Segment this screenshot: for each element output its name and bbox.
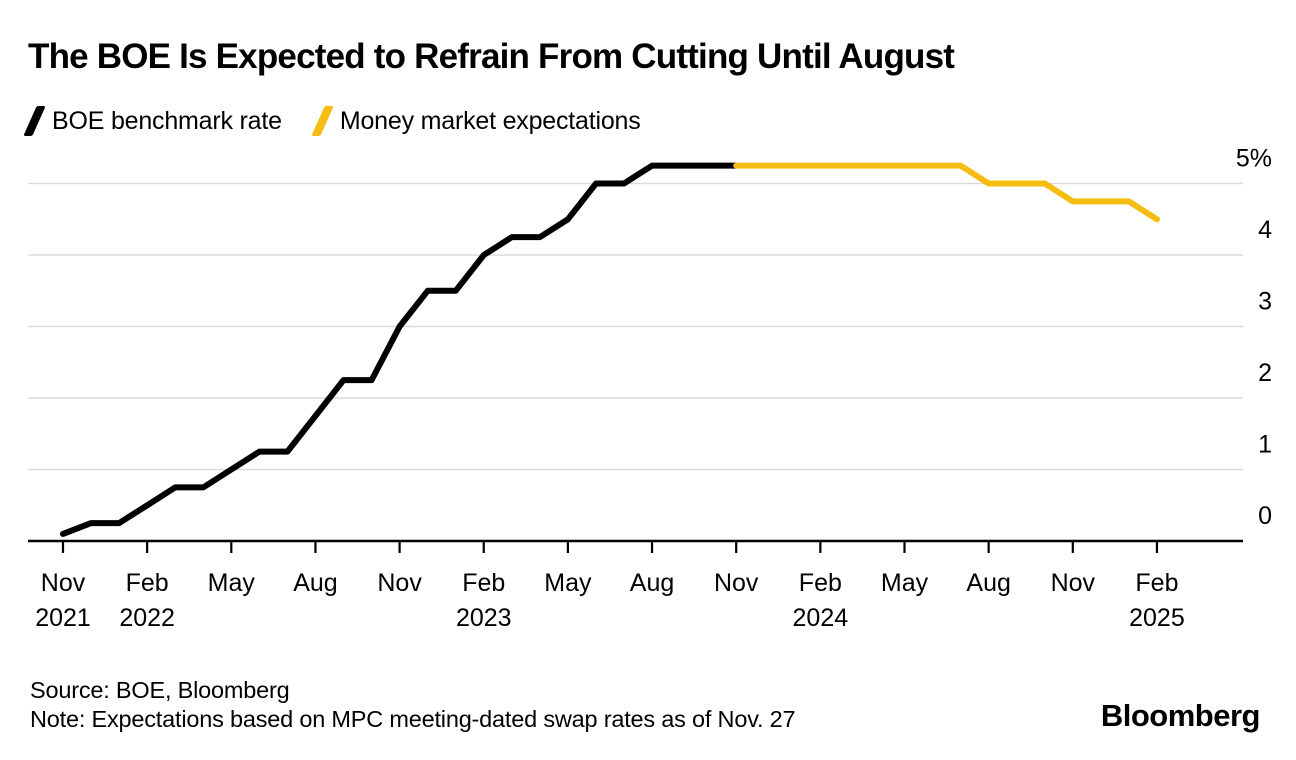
y-axis-label: 4 bbox=[1258, 216, 1272, 244]
x-axis-month-label: Feb bbox=[126, 569, 169, 597]
x-axis-month-label: May bbox=[544, 569, 592, 597]
source-text: Source: BOE, Bloomberg bbox=[30, 677, 290, 703]
y-axis-label: 2 bbox=[1258, 359, 1272, 387]
x-axis-year-label: 2025 bbox=[1129, 604, 1185, 632]
x-axis-month-label: Aug bbox=[966, 569, 1010, 597]
legend-item-boe-rate: BOE benchmark rate bbox=[23, 103, 282, 139]
page-title: The BOE Is Expected to Refrain From Cutt… bbox=[28, 37, 955, 76]
legend-label: BOE benchmark rate bbox=[52, 106, 282, 135]
x-axis-year-label: 2021 bbox=[35, 604, 91, 632]
x-axis-month-label: Aug bbox=[630, 569, 674, 597]
x-axis-month-label: May bbox=[208, 569, 256, 597]
footer: Source: BOE, Bloomberg Note: Expectation… bbox=[30, 676, 796, 734]
x-axis-month-label: Nov bbox=[377, 569, 422, 597]
x-axis-month-label: Feb bbox=[462, 569, 505, 597]
bloomberg-logo: Bloomberg bbox=[1100, 698, 1261, 733]
x-axis-year-label: 2024 bbox=[793, 604, 849, 632]
y-axis-label: 0 bbox=[1258, 502, 1272, 530]
note-text: Note: Expectations based on MPC meeting-… bbox=[30, 706, 796, 732]
x-axis-month-label: Nov bbox=[714, 569, 759, 597]
x-axis-month-label: Nov bbox=[41, 569, 86, 597]
x-axis-month-label: Feb bbox=[799, 569, 842, 597]
x-axis-year-label: 2023 bbox=[456, 604, 512, 632]
legend-item-expectations: Money market expectations bbox=[311, 103, 641, 139]
x-axis-month-label: Nov bbox=[1051, 569, 1096, 597]
x-axis-month-label: May bbox=[881, 569, 929, 597]
series-line-money-market-expectations bbox=[733, 162, 1160, 223]
series-line-boe-benchmark-rate bbox=[60, 162, 740, 537]
y-axis-label: 3 bbox=[1258, 288, 1272, 316]
x-axis-month-label: Feb bbox=[1135, 569, 1178, 597]
y-axis-label: 1 bbox=[1258, 431, 1272, 459]
legend-label: Money market expectations bbox=[339, 106, 641, 135]
x-axis-month-label: Aug bbox=[293, 569, 337, 597]
legend: BOE benchmark rate Money market expectat… bbox=[23, 103, 641, 139]
y-axis-label: 5% bbox=[1236, 145, 1272, 173]
x-axis-year-label: 2022 bbox=[119, 604, 175, 632]
